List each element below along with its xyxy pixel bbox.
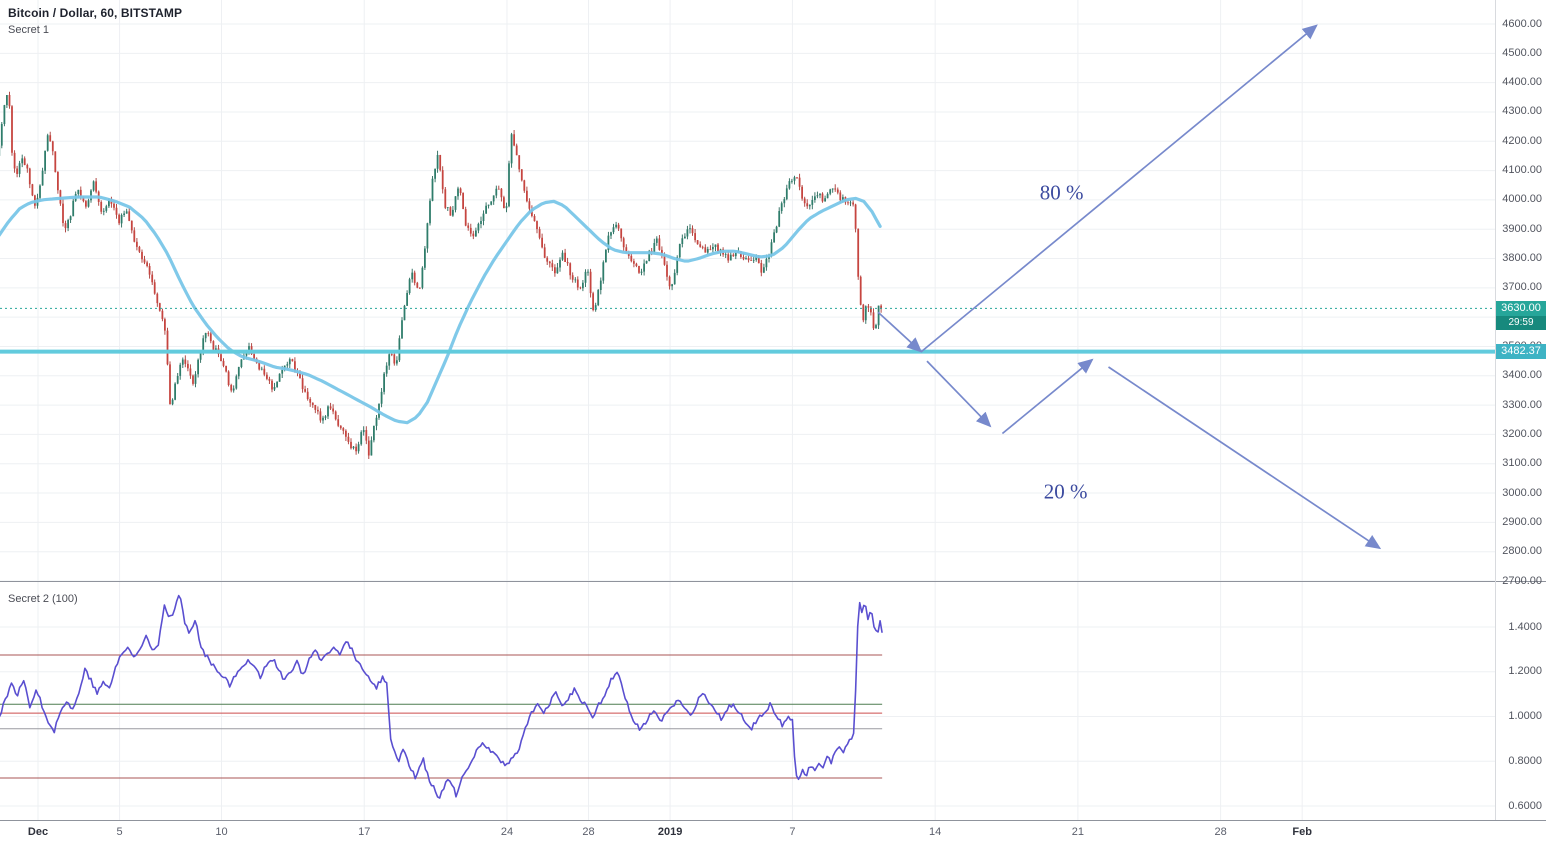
- time-axis[interactable]: [0, 820, 1546, 843]
- last-price-badge: 3630.00: [1496, 300, 1546, 316]
- indicator2-label[interactable]: Secret 2 (100): [8, 593, 78, 605]
- time-axis-label: 28: [1214, 826, 1227, 838]
- chart-legend: Bitcoin / Dollar, 60, BITSTAMP Secret 1: [8, 6, 182, 36]
- indicator1-label[interactable]: Secret 1: [8, 24, 49, 36]
- time-axis-label: 28: [582, 826, 595, 838]
- indicator-axis-label: 0.6000: [1508, 799, 1542, 812]
- price-axis-label: 3700.00: [1502, 281, 1542, 294]
- trend-arrow[interactable]: [920, 24, 1318, 353]
- price-axis-label: 3200.00: [1502, 427, 1542, 440]
- gridlines: [0, 0, 1495, 820]
- indicator-line[interactable]: [0, 594, 883, 799]
- time-axis-label: Feb: [1292, 826, 1312, 838]
- price-axis-label: 4400.00: [1502, 76, 1542, 89]
- price-axis-label: 2700.00: [1502, 574, 1542, 587]
- price-axis-label: 3800.00: [1502, 252, 1542, 265]
- probability-up-label[interactable]: 80 %: [1039, 180, 1084, 205]
- trend-arrow[interactable]: [877, 311, 923, 353]
- price-axis-label: 3900.00: [1502, 222, 1542, 235]
- price-axis-label: 2800.00: [1502, 545, 1542, 558]
- time-axis-label: 5: [116, 826, 123, 838]
- price-axis-label: 4500.00: [1502, 46, 1542, 59]
- time-axis-label: 24: [500, 826, 514, 838]
- trend-arrows: [877, 24, 1382, 550]
- price-axis-label: 3000.00: [1502, 486, 1542, 499]
- trend-arrow[interactable]: [926, 360, 992, 428]
- price-axis-label: 4300.00: [1502, 105, 1542, 118]
- trend-arrow[interactable]: [1108, 366, 1382, 550]
- price-axis-label: 4000.00: [1502, 193, 1542, 206]
- time-axis-label: 7: [789, 826, 796, 838]
- time-axis-label: 2019: [657, 826, 683, 838]
- level-price-badge: 3482.37: [1496, 344, 1546, 360]
- price-axis-label: 4200.00: [1502, 134, 1542, 147]
- price-axis-label: 3400.00: [1502, 369, 1542, 382]
- price-axis-label: 2900.00: [1502, 515, 1542, 528]
- indicator-axis-label: 0.8000: [1508, 754, 1542, 767]
- time-axis-label: 21: [1071, 826, 1084, 838]
- time-axis-label: 10: [215, 826, 228, 838]
- probability-down-label[interactable]: 20 %: [1043, 479, 1088, 504]
- price-axis-label: 4600.00: [1502, 17, 1542, 30]
- time-axis-label: Dec: [27, 826, 49, 838]
- price-axis-label: 3300.00: [1502, 398, 1542, 411]
- trend-arrow[interactable]: [1001, 358, 1094, 435]
- indicator-axis-label: 1.2000: [1508, 665, 1542, 678]
- countdown-badge: 29:59: [1496, 315, 1546, 330]
- price-axis-label: 3100.00: [1502, 457, 1542, 470]
- candlesticks: [0, 91, 883, 459]
- ma-line[interactable]: [0, 195, 882, 425]
- time-axis-label: 17: [358, 826, 371, 838]
- time-axis-label: 14: [929, 826, 942, 838]
- price-axis-label: 4100.00: [1502, 164, 1542, 177]
- indicator-axis-label: 1.0000: [1508, 710, 1542, 722]
- indicator-axis-label: 1.4000: [1508, 620, 1542, 633]
- symbol-title[interactable]: Bitcoin / Dollar, 60, BITSTAMP: [8, 6, 183, 20]
